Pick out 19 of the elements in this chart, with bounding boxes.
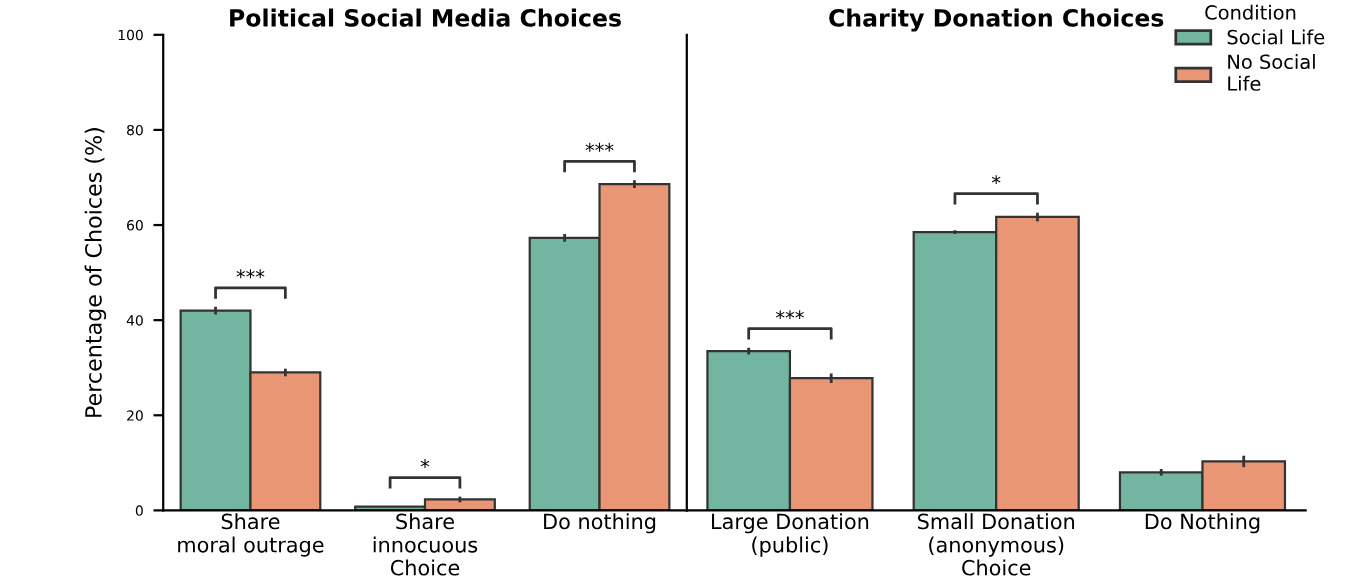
x-tick-label: Small Donation (anonymous)	[918, 513, 1075, 557]
chart-title: Political Social Media Choices	[230, 8, 621, 27]
annotation: *	[420, 459, 430, 468]
chart-title: Charity Donation Choices	[829, 8, 1164, 32]
annotation: ***	[775, 310, 804, 320]
x-tick-label: Share innocuous	[373, 513, 478, 553]
y-axis-title: Percentage of Choices (%)	[84, 128, 107, 417]
annotation: ***	[236, 269, 265, 279]
annotation: ***	[585, 142, 614, 152]
x-axis-title: Choice	[390, 559, 460, 576]
x-tick-label: Do Nothing	[1145, 513, 1260, 534]
annotation: *	[991, 175, 1001, 185]
x-tick-label: Do nothing	[544, 513, 656, 534]
legend-label: Social Life	[1227, 29, 1325, 45]
x-axis-title: Choice	[962, 559, 1031, 576]
legend-label: No Social Life	[1228, 54, 1315, 91]
x-tick-label: Large Donation (public)	[712, 513, 869, 557]
legend-title: Condition	[1205, 4, 1296, 20]
x-tick-label: Share moral outrage	[178, 513, 324, 557]
